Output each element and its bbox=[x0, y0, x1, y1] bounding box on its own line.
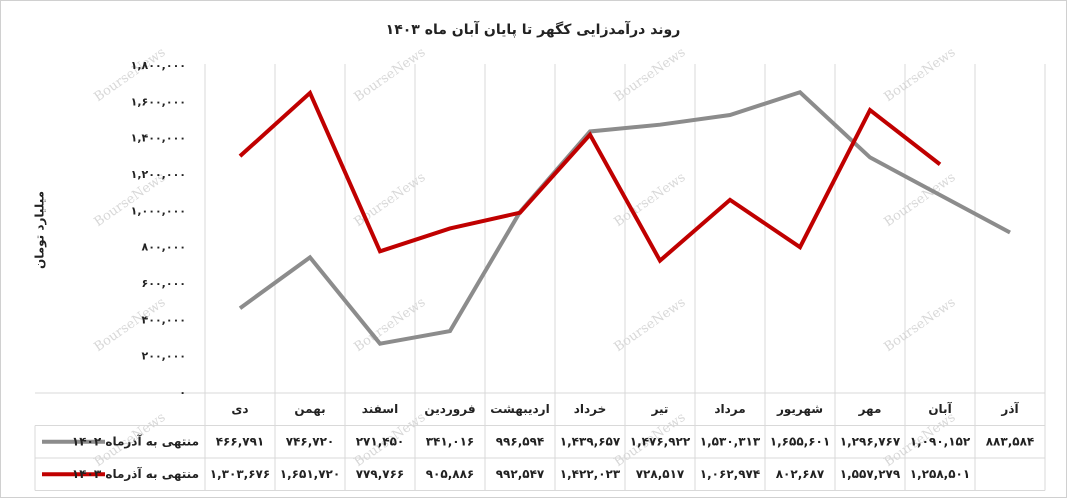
table-value: ۷۲۸,۵۱۷ bbox=[636, 467, 685, 481]
x-tick-label: آبان bbox=[928, 401, 952, 416]
y-axis-label: میلیارد تومان bbox=[33, 191, 48, 269]
x-tick-label: اردیبهشت bbox=[490, 402, 549, 416]
y-tick-label: ۸۰۰,۰۰۰ bbox=[142, 241, 186, 254]
table-value: ۱,۰۹۰,۱۵۲ bbox=[910, 434, 971, 448]
table-value: ۷۷۹,۷۶۶ bbox=[356, 467, 405, 481]
table-value: ۱,۶۵۵,۶۰۱ bbox=[770, 434, 830, 448]
x-tick-label: دی bbox=[231, 402, 248, 416]
table-value: ۴۶۶,۷۹۱ bbox=[216, 434, 265, 448]
x-tick-label: مهر bbox=[858, 402, 882, 416]
table-value: ۹۹۲,۵۴۷ bbox=[496, 467, 545, 481]
table-value: ۸۰۲,۶۸۷ bbox=[776, 467, 825, 481]
x-tick-label: مرداد bbox=[714, 402, 745, 416]
y-tick-label: ۰ bbox=[179, 386, 186, 399]
table-value: ۲۷۱,۴۵۰ bbox=[356, 434, 405, 448]
x-tick-label: بهمن bbox=[294, 402, 325, 416]
table-value: ۳۴۱,۰۱۶ bbox=[426, 434, 475, 448]
chart-title: روند درآمدزایی کگهر تا پایان آبان ماه ۱۴… bbox=[386, 20, 681, 38]
table-value: ۹۹۶,۵۹۴ bbox=[496, 434, 545, 448]
series-line bbox=[238, 89, 942, 264]
table-value: ۱,۲۵۸,۵۰۱ bbox=[910, 467, 970, 481]
y-tick-label: ۱,۸۰۰,۰۰۰ bbox=[131, 59, 186, 72]
table-value: ۱,۰۶۲,۹۷۴ bbox=[700, 467, 760, 481]
y-tick-label: ۱,۲۰۰,۰۰۰ bbox=[131, 168, 186, 181]
x-tick-label: فروردین bbox=[424, 402, 475, 417]
y-tick-label: ۴۰۰,۰۰۰ bbox=[142, 313, 186, 326]
x-tick-label: آذر bbox=[1000, 401, 1019, 416]
table-value: ۷۴۶,۷۲۰ bbox=[286, 434, 335, 448]
legend-label: منتهی به آذرماه ۱۴۰۳ bbox=[72, 466, 199, 481]
table-value: ۸۸۳,۵۸۴ bbox=[986, 434, 1035, 448]
table-value: ۱,۴۲۲,۰۲۳ bbox=[560, 467, 621, 481]
y-tick-label: ۱,۴۰۰,۰۰۰ bbox=[131, 132, 186, 145]
y-tick-label: ۶۰۰,۰۰۰ bbox=[142, 277, 186, 290]
legend-label: منتهی به آذرماه ۱۴۰۲ bbox=[72, 433, 199, 448]
x-tick-label: تیر bbox=[651, 402, 669, 416]
table-value: ۱,۳۰۳,۶۷۶ bbox=[210, 467, 270, 481]
y-tick-label: ۱,۰۰۰,۰۰۰ bbox=[131, 204, 186, 217]
table-value: ۱,۴۳۹,۶۵۷ bbox=[560, 434, 621, 448]
table-value: ۱,۵۵۷,۲۷۹ bbox=[840, 467, 901, 481]
series-line bbox=[238, 89, 1011, 346]
table-value: ۹۰۵,۸۸۶ bbox=[426, 467, 475, 481]
x-tick-label: شهریور bbox=[776, 402, 823, 417]
table-value: ۱,۴۷۶,۹۲۲ bbox=[630, 434, 691, 448]
table-value: ۱,۶۵۱,۷۲۰ bbox=[280, 467, 340, 481]
y-tick-label: ۲۰۰,۰۰۰ bbox=[142, 350, 186, 363]
x-tick-label: اسفند bbox=[362, 402, 398, 416]
y-tick-label: ۱,۶۰۰,۰۰۰ bbox=[131, 95, 186, 108]
table-value: ۱,۲۹۶,۷۶۷ bbox=[840, 434, 901, 448]
table-value: ۱,۵۳۰,۳۱۳ bbox=[700, 434, 761, 448]
x-tick-label: خرداد bbox=[574, 402, 607, 416]
